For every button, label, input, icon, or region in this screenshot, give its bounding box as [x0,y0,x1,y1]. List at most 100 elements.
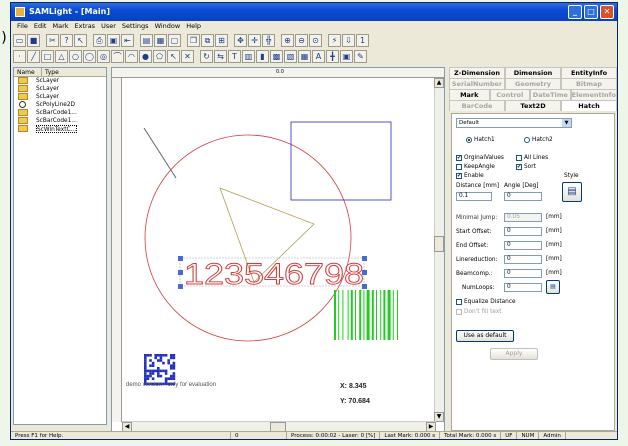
menu-file[interactable]: File [17,22,28,30]
distance-input[interactable]: 0.1 [456,192,492,201]
tab-geometry[interactable]: Geometry [505,78,561,89]
select-icon[interactable]: ↖ [167,50,180,63]
rectangle-icon[interactable]: □ [41,50,54,63]
tab-dimension[interactable]: Dimension [505,67,561,78]
hatch2-radio[interactable]: Hatch2 [524,136,553,144]
drawing-area[interactable]: 123546798 demo version - only for evalua… [122,78,436,422]
original-values-checkbox[interactable]: OrginalValues [456,154,504,162]
maximize-button[interactable]: □ [584,5,598,19]
numloops-input[interactable]: 0 [504,283,542,292]
preview-icon[interactable]: ▣ [107,34,120,47]
tab-mark[interactable]: Mark [449,89,490,100]
zoom-fit-icon[interactable]: ⊙ [309,34,322,47]
tab-serial-number[interactable]: SerialNumber [449,78,505,89]
close-button[interactable]: ✕ [600,5,614,19]
group-icon[interactable]: ⧉ [201,34,214,47]
laser-icon[interactable]: ⚡ [328,34,341,47]
tab-entity-info[interactable]: EntityInfo [561,67,617,78]
sort-checkbox[interactable]: Sort [516,163,536,171]
new-file-icon[interactable]: ▭ [13,34,26,47]
column-type[interactable]: Type [45,69,59,76]
hatch-style-button[interactable]: ▤ [562,182,582,202]
drawing-canvas[interactable]: 0.0 ▲ ▼ ◀ ▶ 123546798 d [111,67,445,433]
text-tool-icon[interactable]: T [228,50,241,63]
move-icon[interactable]: ✥ [234,34,247,47]
angle-input[interactable]: 0 [504,192,542,201]
frame-icon[interactable]: ▢ [168,34,181,47]
point-icon[interactable]: · [13,50,26,63]
rotate-icon[interactable]: ↻ [200,50,213,63]
dont-fill-text-checkbox[interactable]: Don't fill text [456,308,502,316]
tab-text2d[interactable]: Text2D [505,100,561,111]
zoom-in-icon[interactable]: ⊕ [281,34,294,47]
border-icon[interactable]: ▣ [340,50,353,63]
apply-button[interactable]: Apply [490,348,538,360]
tab-datetime[interactable]: DateTime [530,89,571,100]
zoom-out-icon[interactable]: ⊖ [295,34,308,47]
use-as-default-button[interactable]: Use as default [456,330,514,342]
minimize-button[interactable]: _ [568,5,582,19]
minimal-jump-input[interactable]: 0.05 [504,213,542,222]
crosshair-icon[interactable]: ╋ [326,50,339,63]
tree-row[interactable]: ScPolyLine2D [14,101,106,109]
tree-row[interactable]: ScBarCode1... [14,117,106,125]
equalize-distance-checkbox[interactable]: Equalize Distance [456,298,516,306]
matrix-icon[interactable]: ▦ [298,50,311,63]
tab-barcode[interactable]: BarCode [449,100,505,111]
curve-icon[interactable]: ⌒ [111,50,124,63]
tree-row-selected[interactable]: ScWinTextC... [14,125,106,133]
tree-row[interactable]: ScBarCode1... [14,109,106,117]
wand-icon[interactable]: ✎ [354,50,367,63]
polygon-icon[interactable]: ⬠ [153,50,166,63]
hatch-icon[interactable]: ▥ [242,50,255,63]
beamcomp-input[interactable]: 0 [504,269,542,278]
start-offset-input[interactable]: 0 [504,227,542,236]
help-icon[interactable]: ? [60,34,73,47]
vertical-scrollbar[interactable]: ▲ ▼ [434,78,444,422]
numloops-button[interactable]: ▤ [546,280,560,294]
spiral-icon[interactable]: ◎ [97,50,110,63]
tab-element-info[interactable]: ElementInfo [570,89,617,100]
all-lines-checkbox[interactable]: All Lines [516,154,548,162]
ungroup-icon[interactable]: ⊞ [215,34,228,47]
pointer-help-icon[interactable]: ↖ [74,34,87,47]
center-icon[interactable]: ✛ [248,34,261,47]
cut-icon[interactable]: ✂ [46,34,59,47]
fill-icon[interactable]: ● [139,50,152,63]
layout-icon[interactable]: ▤ [140,34,153,47]
enable-checkbox[interactable]: Enable [456,172,484,180]
one-icon[interactable]: 1 [356,34,369,47]
tree-row[interactable]: ScLayer [14,77,106,85]
copy-icon[interactable]: ❐ [187,34,200,47]
save-icon[interactable]: ■ [27,34,40,47]
print-icon[interactable]: ⎙ [93,34,106,47]
end-offset-input[interactable]: 0 [504,241,542,250]
delete-icon[interactable]: ✕ [181,50,194,63]
tab-hatch[interactable]: Hatch [561,100,617,111]
tab-z-dimension[interactable]: Z-Dimension [449,67,505,78]
tree-row[interactable]: ScLayer [14,93,106,101]
menu-user[interactable]: User [101,22,116,30]
font-icon[interactable]: A [312,50,325,63]
tab-control[interactable]: Control [489,89,531,100]
arc-icon[interactable]: ◠ [125,50,138,63]
hatch1-radio[interactable]: Hatch1 [466,136,495,144]
grid-icon[interactable]: ▦ [154,34,167,47]
menu-extras[interactable]: Extras [74,22,96,30]
scroll-down-button[interactable]: ▼ [434,412,444,422]
triangle-icon[interactable]: △ [55,50,68,63]
scroll-thumb[interactable] [434,236,444,252]
tab-bitmap[interactable]: Bitmap [561,78,617,89]
menu-help[interactable]: Help [186,22,202,30]
circle-icon[interactable]: ◯ [83,50,96,63]
ellipse-icon[interactable]: ○ [69,50,82,63]
mirror-icon[interactable]: ⇆ [214,50,227,63]
keep-angle-checkbox[interactable]: KeepAngle [456,163,495,171]
style-select[interactable]: Default ▼ [456,118,572,128]
menu-settings[interactable]: Settings [121,22,149,30]
align-icon[interactable]: ╬ [262,34,275,47]
image-icon[interactable]: ▧ [284,50,297,63]
arrow-down-icon[interactable]: ⇩ [342,34,355,47]
line-icon[interactable]: ╱ [27,50,40,63]
barcode-icon[interactable]: ▮ [256,50,269,63]
